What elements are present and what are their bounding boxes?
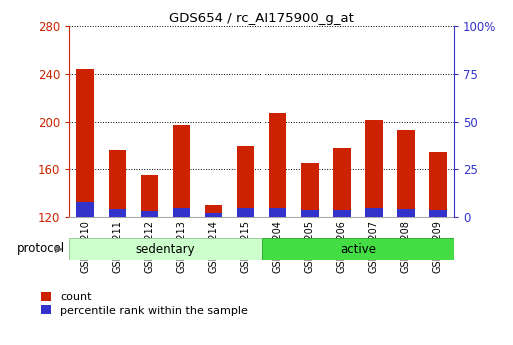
Bar [269, 208, 286, 217]
Bar [76, 69, 94, 217]
Bar [429, 210, 447, 217]
Bar [237, 146, 254, 217]
Bar [205, 213, 222, 217]
Bar [429, 151, 447, 217]
Title: GDS654 / rc_AI175900_g_at: GDS654 / rc_AI175900_g_at [169, 12, 354, 25]
Text: sedentary: sedentary [135, 243, 195, 256]
Bar [109, 209, 126, 217]
Bar [237, 208, 254, 217]
Bar [301, 210, 319, 217]
Bar [205, 205, 222, 217]
Text: protocol: protocol [17, 241, 66, 255]
Legend: count, percentile rank within the sample: count, percentile rank within the sample [42, 292, 248, 316]
Bar [333, 148, 350, 217]
Bar [141, 211, 158, 217]
Bar [173, 125, 190, 217]
Bar [301, 164, 319, 217]
Bar [269, 113, 286, 217]
FancyBboxPatch shape [69, 238, 262, 260]
Bar [173, 208, 190, 217]
Bar [76, 202, 94, 217]
Bar [109, 150, 126, 217]
Bar [333, 210, 350, 217]
Bar [365, 208, 383, 217]
Text: active: active [340, 243, 376, 256]
Bar [365, 120, 383, 217]
FancyBboxPatch shape [262, 238, 454, 260]
Bar [141, 176, 158, 217]
Bar [397, 209, 415, 217]
Bar [397, 130, 415, 217]
